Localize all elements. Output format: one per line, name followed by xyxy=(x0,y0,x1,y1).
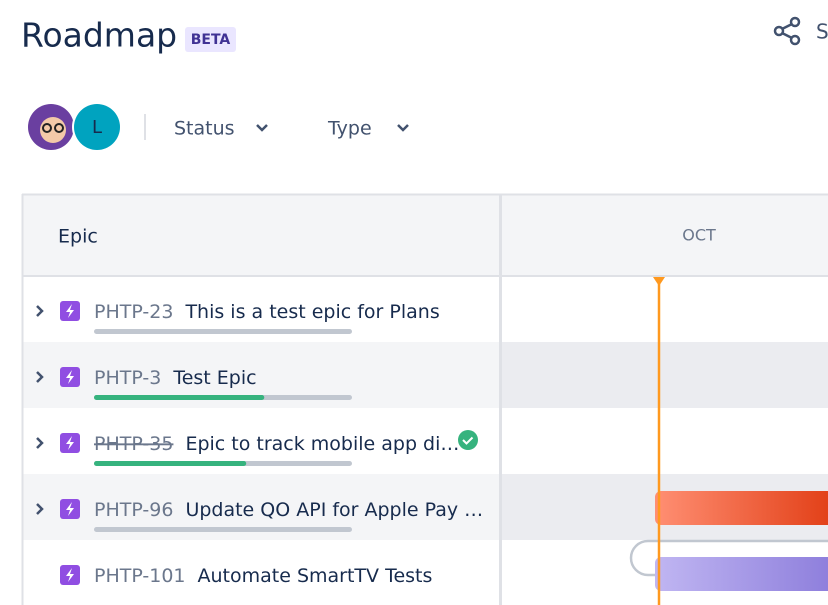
epic-row[interactable]: PHTP-3 Test Epic xyxy=(94,367,257,389)
timeline-bar[interactable] xyxy=(655,557,828,591)
avatar[interactable] xyxy=(26,102,76,152)
epic-icon-bolt xyxy=(66,304,74,318)
progress-track xyxy=(94,527,352,532)
epic-key: PHTP-96 xyxy=(94,499,173,521)
epic-icon-bolt xyxy=(66,436,74,450)
today-marker-head xyxy=(653,277,665,286)
epic-row[interactable]: PHTP-35 Epic to track mobile app di… xyxy=(94,433,459,455)
epic-icon-bolt xyxy=(66,502,74,516)
epic-title: Update QO API for Apple Pay … xyxy=(185,499,483,521)
epic-icon-bolt xyxy=(66,568,74,582)
epic-title: Automate SmartTV Tests xyxy=(198,565,433,587)
timeline-bar[interactable] xyxy=(655,491,828,525)
epic-row[interactable]: PHTP-23 This is a test epic for Plans xyxy=(94,301,440,323)
epic-title: Test Epic xyxy=(172,367,256,389)
table-header-bg xyxy=(22,194,828,276)
epic-key: PHTP-35 xyxy=(94,433,173,455)
filter-type[interactable]: Type xyxy=(327,118,372,140)
epic-key: PHTP-101 xyxy=(94,565,186,587)
expand-chevron[interactable] xyxy=(36,371,44,383)
progress-fill xyxy=(94,461,247,466)
share-button[interactable] xyxy=(773,16,801,46)
filter-status[interactable]: Status xyxy=(174,118,235,140)
avatar-initial[interactable]: L xyxy=(92,117,102,138)
done-check-mark xyxy=(462,436,474,445)
page-title: Roadmap xyxy=(21,16,177,55)
epic-row[interactable]: PHTP-96 Update QO API for Apple Pay … xyxy=(94,499,483,521)
chevron-down[interactable] xyxy=(397,124,409,132)
badge-bg xyxy=(185,27,236,52)
epic-title: This is a test epic for Plans xyxy=(184,301,439,323)
progress-track xyxy=(94,329,352,334)
epic-key: PHTP-23 xyxy=(94,301,173,323)
avatar[interactable] xyxy=(72,102,122,152)
expand-chevron[interactable] xyxy=(36,503,44,515)
progress-fill xyxy=(94,395,265,400)
row-bg xyxy=(500,342,828,408)
epic-key: PHTP-3 xyxy=(94,367,161,389)
done-check xyxy=(458,430,478,450)
epic-title: Epic to track mobile app di… xyxy=(185,433,459,455)
chevron-down[interactable] xyxy=(256,124,268,132)
epic-icon-bolt xyxy=(66,370,74,384)
month-header: OCT xyxy=(682,226,716,245)
beta-badge: BETA xyxy=(191,32,231,48)
column-header: Epic xyxy=(58,226,98,248)
expand-chevron[interactable] xyxy=(36,305,44,317)
share-label[interactable]: S xyxy=(816,20,828,44)
expand-chevron[interactable] xyxy=(36,437,44,449)
epic-row[interactable]: PHTP-101 Automate SmartTV Tests xyxy=(94,565,432,587)
